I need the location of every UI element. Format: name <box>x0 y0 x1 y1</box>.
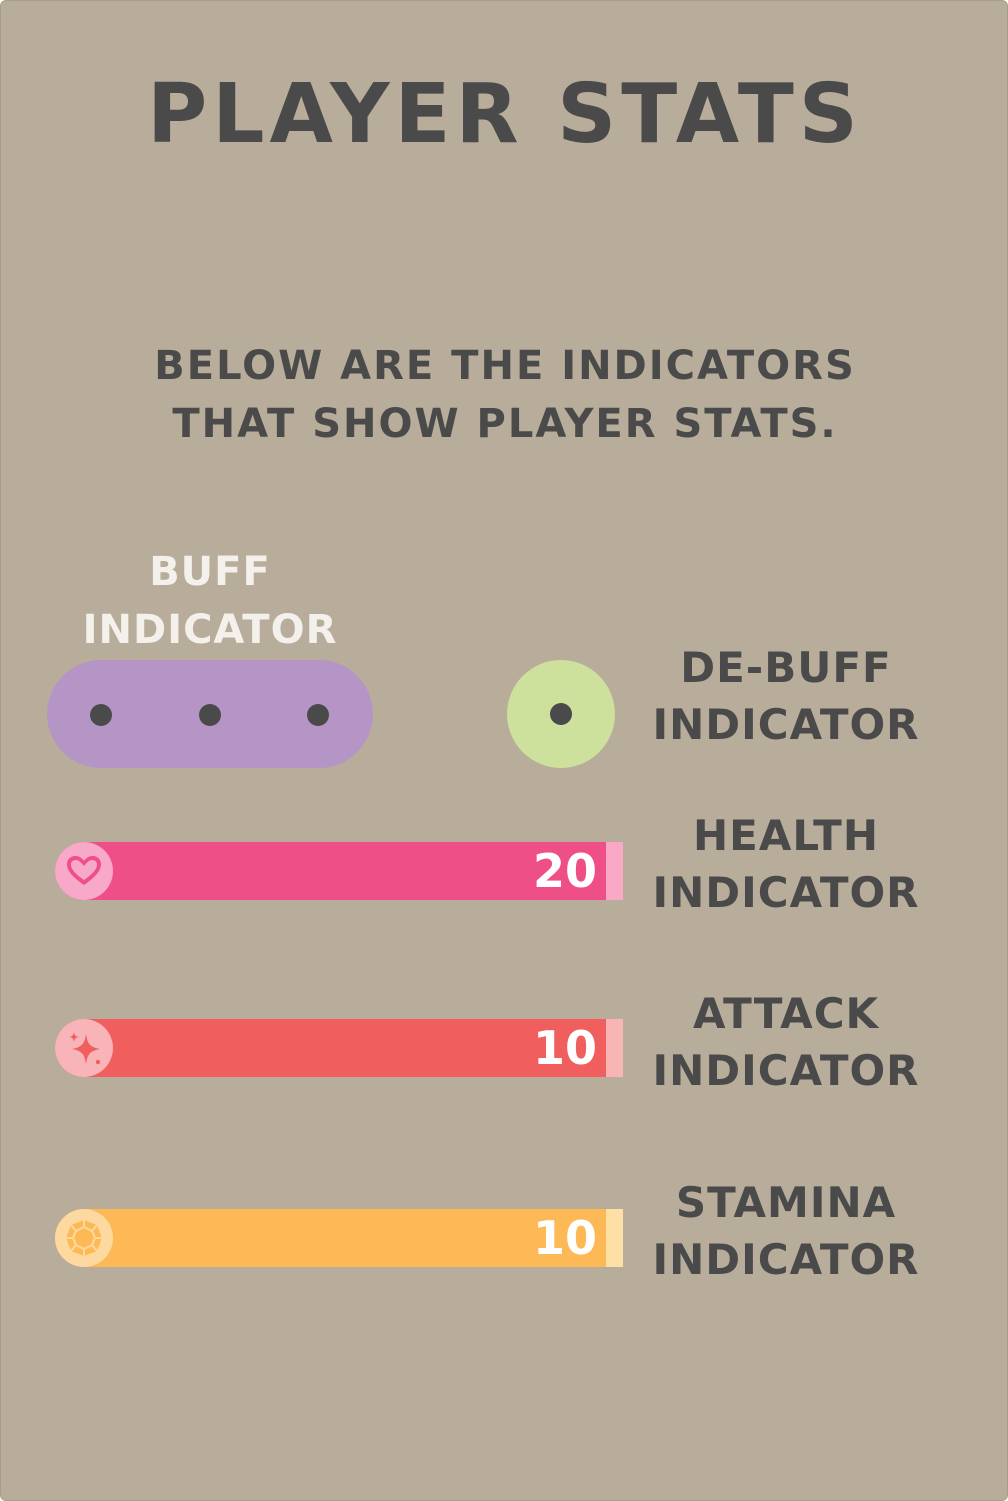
attack-bar: 10 <box>55 1019 623 1077</box>
gem-icon <box>55 1209 113 1267</box>
stamina-bar-fill <box>55 1209 606 1267</box>
buff-indicator <box>47 660 373 768</box>
buff-indicator-label: BUFF INDICATOR <box>51 543 369 659</box>
stamina-value: 10 <box>532 1211 597 1265</box>
buff-dot <box>199 704 221 726</box>
health-bar-fill <box>55 842 606 900</box>
stamina-label-line-1: STAMINA <box>675 1178 897 1227</box>
stamina-bar-end <box>606 1209 623 1267</box>
debuff-indicator-label: DE-BUFF INDICATOR <box>631 639 941 753</box>
health-bar: 20 <box>55 842 623 900</box>
attack-bar-fill <box>55 1019 606 1077</box>
debuff-label-line-2: INDICATOR <box>652 700 920 749</box>
subtitle-line-1: BELOW ARE THE INDICATORS <box>154 343 856 389</box>
buff-label-line-1: BUFF <box>149 549 271 595</box>
attack-label-line-1: ATTACK <box>692 989 880 1038</box>
heart-icon <box>55 842 113 900</box>
stamina-indicator-label: STAMINA INDICATOR <box>631 1174 941 1288</box>
buff-dot <box>307 704 329 726</box>
attack-value: 10 <box>532 1021 597 1075</box>
debuff-indicator <box>507 660 615 768</box>
attack-label-line-2: INDICATOR <box>652 1046 920 1095</box>
buff-label-line-2: INDICATOR <box>82 607 338 653</box>
debuff-dot <box>550 703 572 725</box>
page-title: PLAYER STATS <box>147 67 863 162</box>
subtitle: BELOW ARE THE INDICATORS THAT SHOW PLAYE… <box>1 337 1008 453</box>
buff-dot <box>90 704 112 726</box>
health-label-line-2: INDICATOR <box>652 868 920 917</box>
health-indicator-label: HEALTH INDICATOR <box>631 807 941 921</box>
health-label-line-1: HEALTH <box>693 811 879 860</box>
health-bar-end <box>606 842 623 900</box>
stamina-bar: 10 <box>55 1209 623 1267</box>
sparkle-icon <box>55 1019 113 1077</box>
health-value: 20 <box>532 844 597 898</box>
attack-bar-end <box>606 1019 623 1077</box>
debuff-label-line-1: DE-BUFF <box>680 643 892 692</box>
subtitle-line-2: THAT SHOW PLAYER STATS. <box>172 401 838 447</box>
stamina-label-line-2: INDICATOR <box>652 1235 920 1284</box>
attack-indicator-label: ATTACK INDICATOR <box>631 985 941 1099</box>
